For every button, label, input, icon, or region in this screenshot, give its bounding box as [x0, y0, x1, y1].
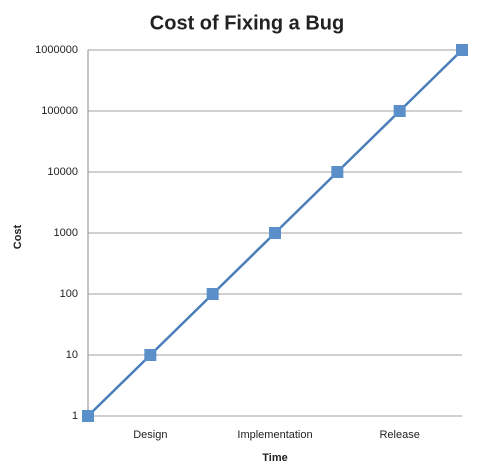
data-point: [206, 288, 219, 300]
data-point: [456, 44, 468, 56]
y-tick-label: 100: [60, 288, 78, 300]
chart-title: Cost of Fixing a Bug: [150, 12, 344, 34]
data-point: [82, 410, 94, 422]
data-point: [393, 105, 406, 117]
y-axis-label: Cost: [12, 224, 24, 249]
y-tick-label: 10000: [47, 166, 78, 178]
data-point: [331, 166, 344, 178]
x-tick-label: Design: [133, 429, 167, 441]
x-tick-label: Release: [379, 429, 419, 441]
x-tick-label: Implementation: [237, 429, 312, 441]
y-tick-label: 1: [72, 410, 78, 422]
y-tick-label: 10: [66, 349, 78, 361]
y-tick-label: 1000000: [35, 44, 78, 56]
y-tick-label: 100000: [41, 105, 78, 117]
data-point: [144, 349, 157, 361]
x-axis-label: Time: [262, 452, 287, 464]
y-tick-label: 1000: [54, 227, 78, 239]
data-point: [269, 227, 281, 239]
